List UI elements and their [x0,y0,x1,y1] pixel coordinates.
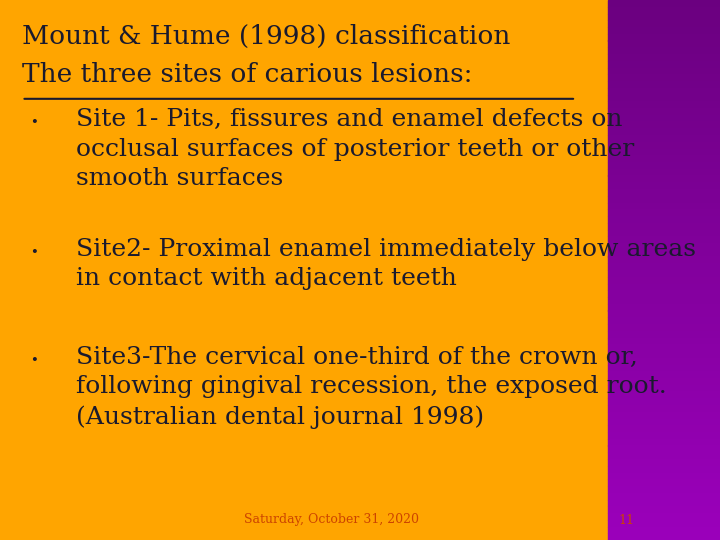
Bar [608,74,720,81]
Bar [608,492,720,500]
Bar [608,378,720,384]
Bar [608,480,720,486]
Text: Site 1- Pits, fissures and enamel defects on: Site 1- Pits, fissures and enamel defect… [76,108,622,131]
Text: Site3-The cervical one-third of the crown or,: Site3-The cervical one-third of the crow… [76,346,637,369]
Bar [608,399,720,405]
Bar [608,291,720,297]
Bar [608,372,720,378]
Bar [608,155,720,162]
Bar [608,411,720,418]
Text: ·: · [29,346,39,376]
Text: Saturday, October 31, 2020: Saturday, October 31, 2020 [243,514,419,526]
Bar [608,0,720,6]
Bar [608,115,720,122]
Bar [608,507,720,513]
Bar [608,54,720,60]
Text: (Australian dental journal 1998): (Australian dental journal 1998) [76,405,484,429]
Bar [608,513,720,519]
Bar [608,87,720,94]
Bar [608,27,720,33]
Bar [608,345,720,351]
Bar [608,141,720,149]
Bar [608,237,720,243]
Bar [608,176,720,183]
Bar [608,438,720,445]
Bar [608,418,720,426]
Bar [608,392,720,399]
Bar [608,351,720,357]
Bar [608,122,720,128]
Bar [608,135,720,141]
Bar [608,526,720,534]
Bar [608,40,720,47]
Bar [608,310,720,317]
Bar [608,465,720,472]
Bar [608,276,720,284]
Bar [608,270,720,276]
Text: in contact with adjacent teeth: in contact with adjacent teeth [76,267,456,291]
Bar [608,357,720,364]
Bar [608,195,720,202]
Bar [608,20,720,27]
Bar [608,297,720,303]
Bar [608,446,720,453]
Bar [608,81,720,87]
Bar [608,94,720,102]
Bar [608,405,720,411]
Bar [608,534,720,540]
Bar [608,47,720,54]
Bar [608,222,720,230]
Bar [608,183,720,189]
Bar [608,453,720,459]
Bar [608,128,720,135]
Bar [608,459,720,465]
Bar [608,243,720,249]
Text: 11: 11 [618,514,634,526]
Bar [608,148,720,156]
Bar [608,60,720,68]
Bar [608,486,720,492]
Bar [608,519,720,526]
Text: Mount & Hume (1998) classification: Mount & Hume (1998) classification [22,24,510,49]
Bar [608,263,720,270]
Bar [608,284,720,291]
Bar [608,384,720,391]
Bar [608,216,720,222]
Text: ·: · [29,238,39,268]
Bar [608,14,720,20]
Text: smooth surfaces: smooth surfaces [76,167,283,191]
Bar [608,318,720,324]
Bar [608,364,720,372]
Bar [608,500,720,507]
Text: following gingival recession, the exposed root.: following gingival recession, the expose… [76,375,666,399]
Text: occlusal surfaces of posterior teeth or other: occlusal surfaces of posterior teeth or … [76,138,634,161]
Bar [608,209,720,216]
Bar [608,249,720,256]
Text: ·: · [29,108,39,139]
Bar [608,472,720,480]
Bar [608,432,720,438]
Bar [608,330,720,338]
Bar [608,33,720,40]
Bar [608,6,720,14]
Bar [608,168,720,176]
Bar [608,256,720,263]
Bar [608,162,720,168]
Bar [608,426,720,432]
Bar [608,202,720,209]
Bar [608,338,720,345]
Bar [608,189,720,195]
Bar [608,324,720,330]
Bar [608,108,720,115]
Bar [608,230,720,237]
Text: Site2- Proximal enamel immediately below areas: Site2- Proximal enamel immediately below… [76,238,696,261]
Text: The three sites of carious lesions:: The three sites of carious lesions: [22,62,472,87]
Bar [608,102,720,108]
Bar [608,303,720,310]
Bar [608,68,720,74]
